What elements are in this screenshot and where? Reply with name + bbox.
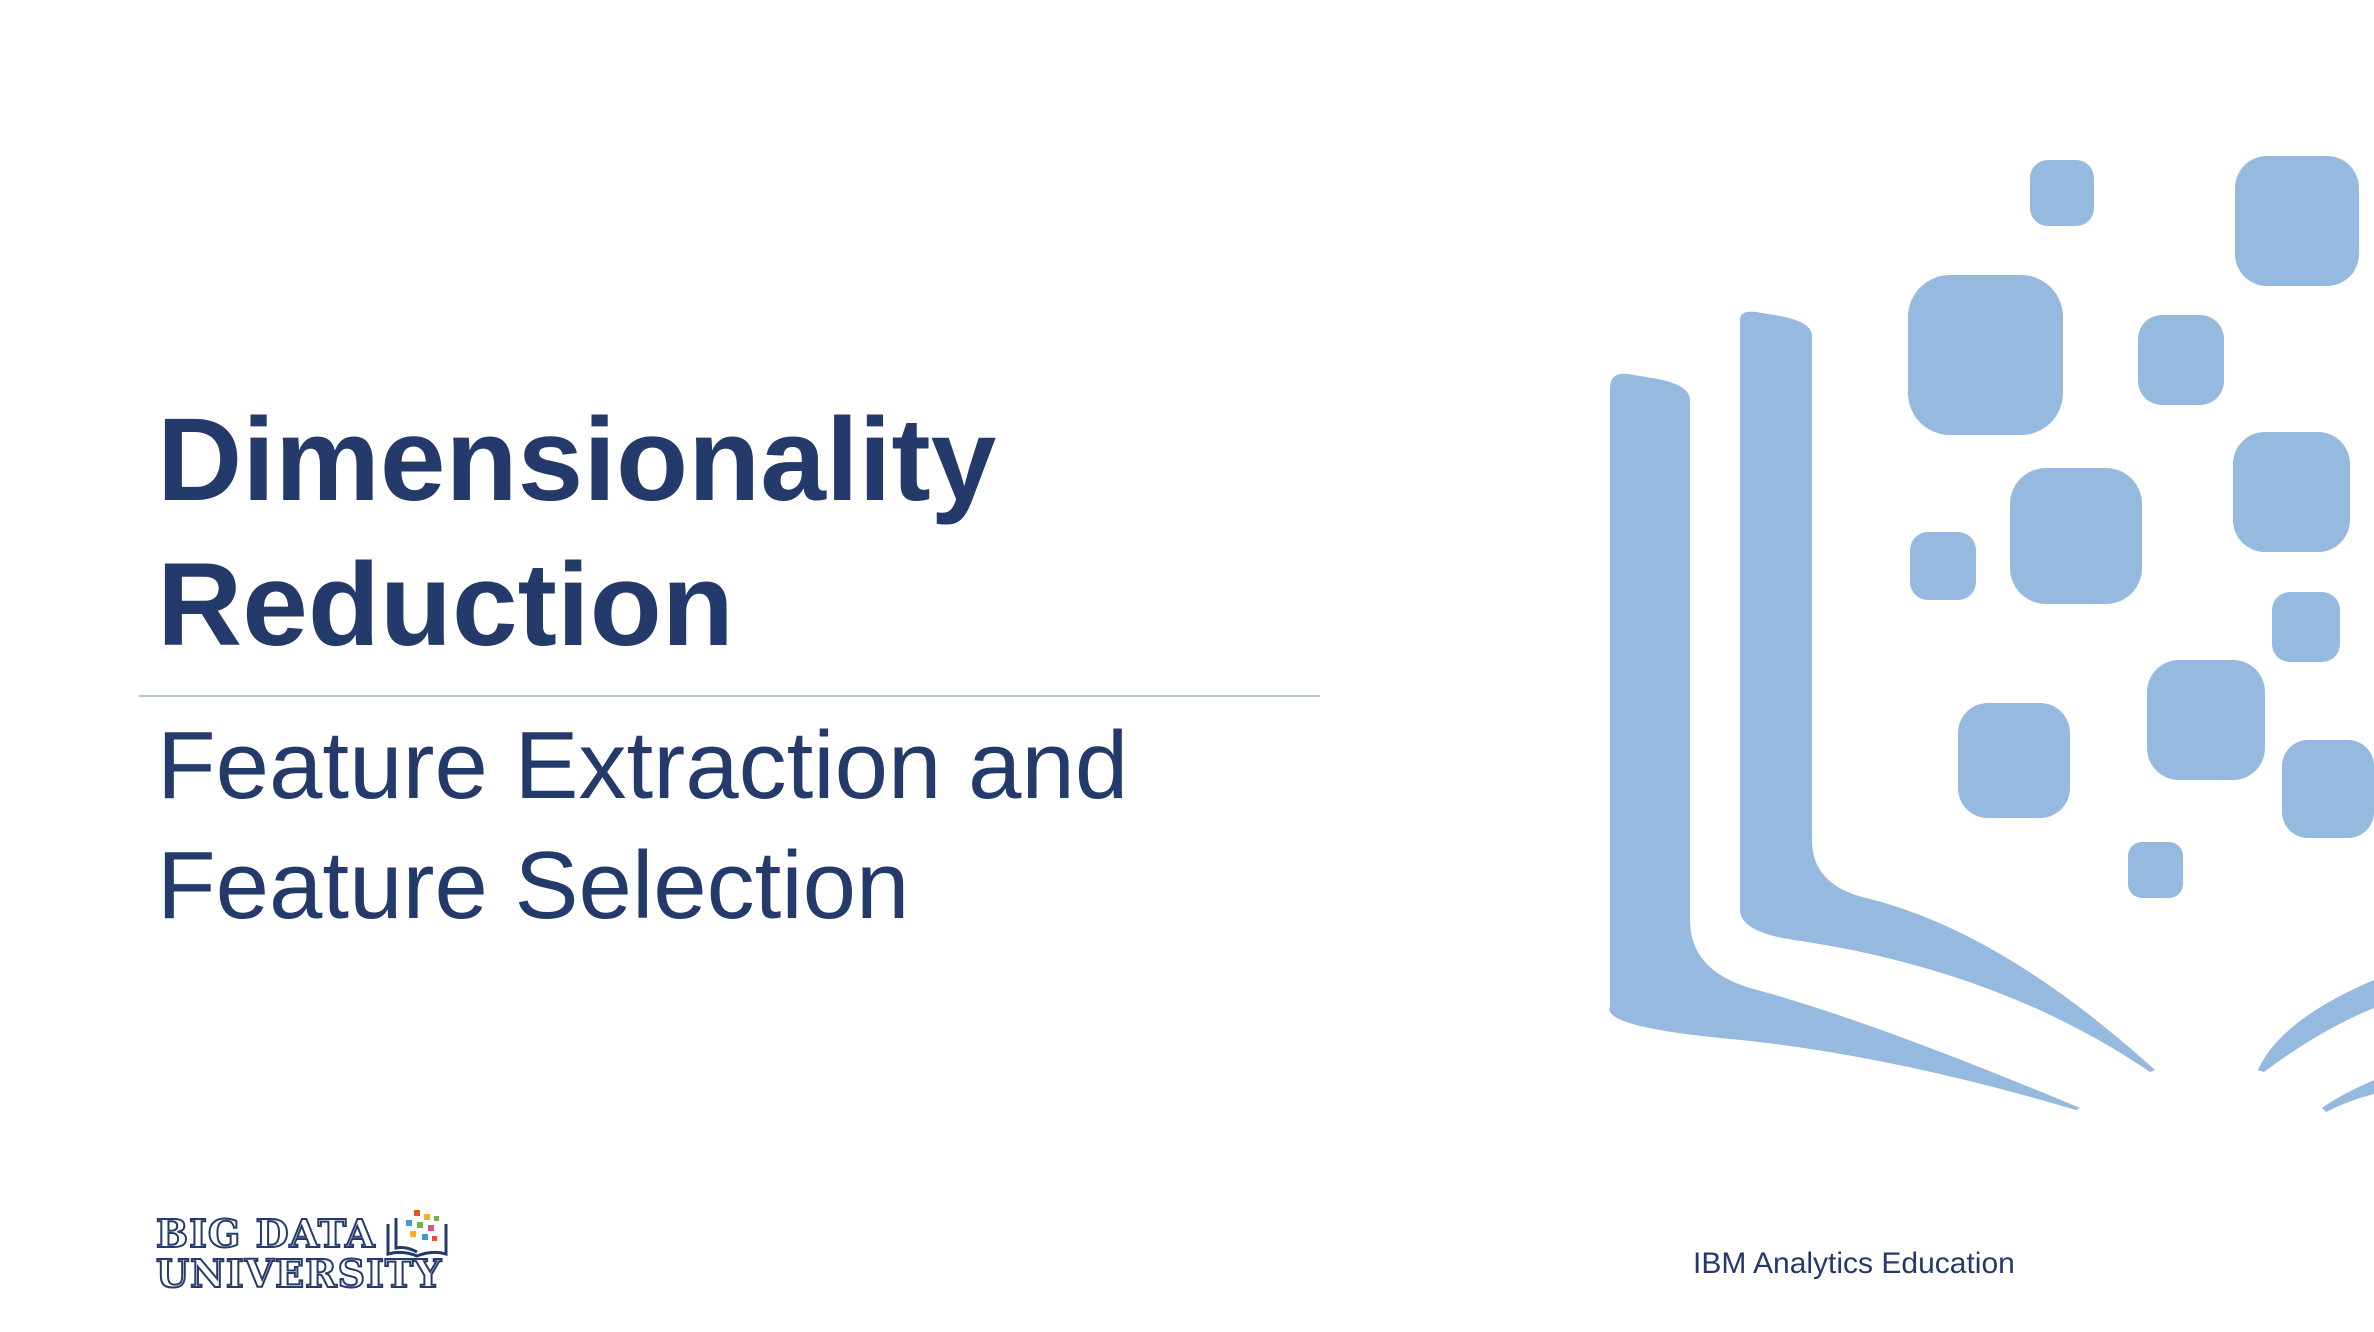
slide-title-line-2: Reduction [157,539,734,671]
open-book-pixels-icon [386,1210,448,1258]
slide-title: Dimensionality Reduction [157,388,1307,678]
slide-subtitle: Feature Extraction and Feature Selection [157,706,1307,946]
slide-title-line-1: Dimensionality [157,394,997,526]
big-data-university-logo: BIG DATA UNIVERSITY [152,1208,462,1304]
footer-text: IBM Analytics Education [1693,1247,2015,1280]
slide-subtitle-line-2: Feature Selection [157,832,910,939]
title-divider [139,695,1320,697]
logo-line-2: UNIVERSITY [155,1251,443,1296]
logo-line-1: BIG DATA [155,1211,376,1256]
slide-subtitle-line-1: Feature Extraction and [157,712,1129,819]
open-book-with-data-squares-icon [1609,156,2374,1112]
